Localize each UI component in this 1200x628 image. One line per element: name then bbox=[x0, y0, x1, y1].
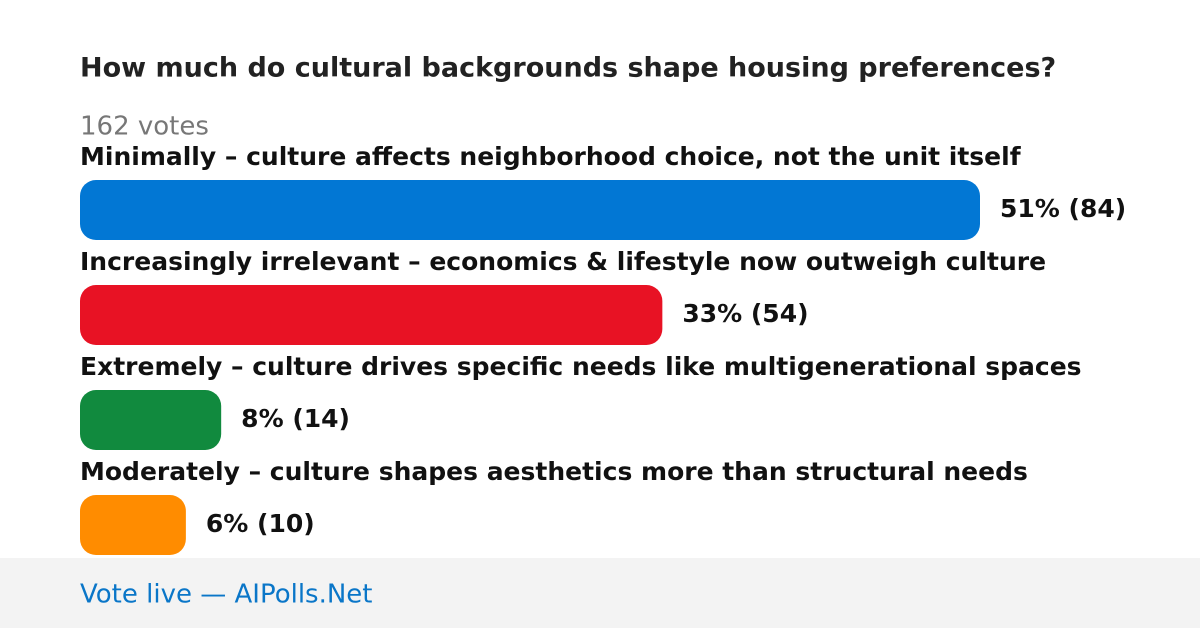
option-label: Increasingly irrelevant – economics & li… bbox=[80, 247, 1046, 276]
value-label: 51% (84) bbox=[1000, 194, 1126, 223]
footer-bar bbox=[0, 558, 1200, 628]
poll-title: How much do cultural backgrounds shape h… bbox=[80, 53, 1056, 84]
bar bbox=[80, 285, 663, 345]
bar bbox=[80, 180, 980, 240]
value-label: 6% (10) bbox=[206, 509, 315, 538]
option-label: Extremely – culture drives specific need… bbox=[80, 352, 1082, 381]
option-label: Moderately – culture shapes aesthetics m… bbox=[80, 457, 1028, 486]
value-label: 8% (14) bbox=[241, 404, 350, 433]
vote-count: 162 votes bbox=[80, 112, 209, 142]
option-label: Minimally – culture affects neighborhood… bbox=[80, 142, 1022, 171]
bar bbox=[80, 495, 186, 555]
bar bbox=[80, 390, 222, 450]
value-label: 33% (54) bbox=[682, 299, 808, 328]
footer-link[interactable]: Vote live — AIPolls.Net bbox=[80, 580, 373, 610]
